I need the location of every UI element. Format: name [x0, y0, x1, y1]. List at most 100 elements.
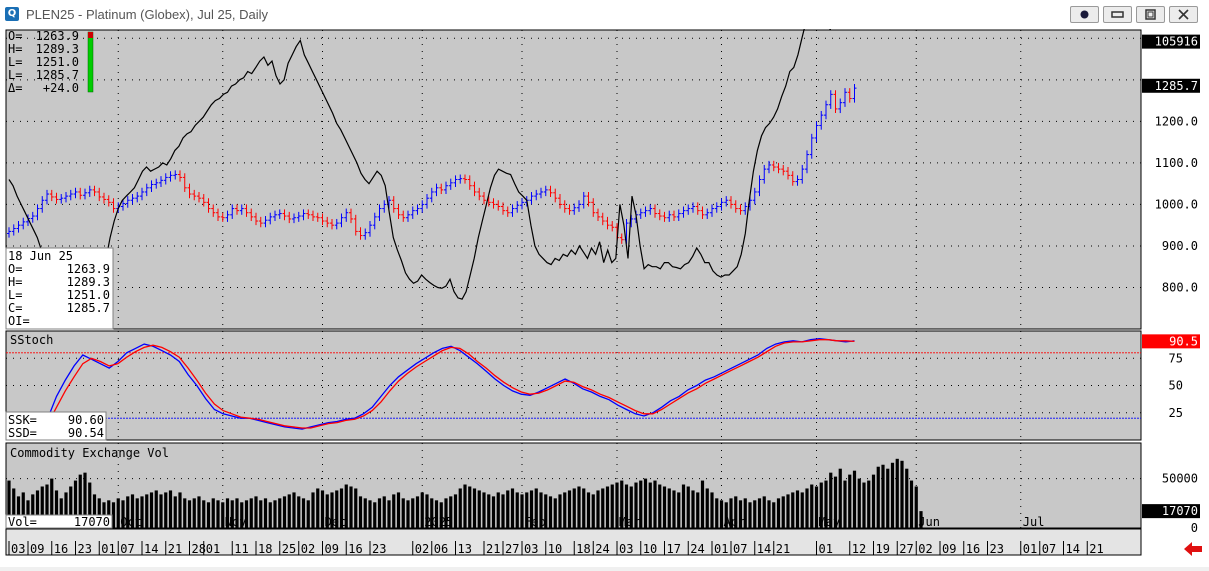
cursor-key-1: H=: [8, 275, 22, 289]
volume-bar: [791, 492, 795, 528]
volume-bar: [862, 482, 866, 528]
price-bar: [35, 204, 40, 221]
price-bar: [809, 133, 814, 159]
price-bar: [225, 210, 230, 222]
volume-bar: [45, 484, 49, 528]
ohlc-key-4: Δ=: [8, 81, 22, 95]
volume-bar: [154, 490, 158, 528]
volume-bar: [833, 476, 838, 528]
volume-bar: [843, 480, 847, 528]
volume-bar: [259, 500, 263, 528]
volume-bar: [743, 498, 747, 528]
price-bar: [401, 210, 406, 222]
day-label: 02: [415, 542, 429, 556]
day-label: 06: [434, 542, 448, 556]
price-bar: [467, 175, 472, 190]
price-bar: [410, 206, 415, 219]
volume-bars: [7, 458, 923, 528]
volume-bar: [173, 496, 177, 528]
ssk-value: 90.60: [68, 413, 104, 427]
price-bar: [263, 216, 268, 228]
volume-bar: [287, 494, 291, 528]
volume-bar: [672, 490, 676, 528]
volume-bar: [838, 468, 842, 528]
price-bar: [391, 196, 396, 213]
volume-bar: [297, 496, 301, 528]
volume-bar: [786, 494, 790, 528]
ohlc-val-0: 1263.9: [36, 29, 79, 43]
minimize-icon[interactable]: [1103, 6, 1132, 23]
price-bar: [676, 209, 681, 222]
price-bar: [21, 217, 26, 230]
volume-bar: [553, 498, 557, 528]
volume-bar: [620, 480, 624, 528]
volume-bar: [914, 486, 918, 528]
price-bar: [767, 160, 771, 174]
price-bar: [7, 227, 11, 238]
volume-bar: [325, 494, 329, 528]
volume-bar: [810, 484, 814, 528]
price-bar: [719, 198, 724, 211]
month-label: Apr: [724, 515, 746, 529]
dot-menu-icon[interactable]: [1070, 6, 1099, 23]
price-bar: [415, 204, 420, 215]
day-label: 02: [301, 542, 315, 556]
price-bar: [667, 210, 672, 222]
price-bar: [306, 209, 311, 219]
day-label: 14: [757, 542, 771, 556]
chart-app-icon: Q: [5, 7, 19, 21]
volume-bar: [130, 494, 135, 528]
volume-bar: [857, 478, 861, 528]
volume-bar: [905, 468, 909, 528]
price-bar: [586, 191, 591, 207]
overlay-value-label: 105916: [1155, 35, 1198, 49]
price-bar: [125, 196, 130, 208]
volume-bar: [221, 502, 225, 528]
volume-bar: [753, 500, 757, 528]
restore-icon[interactable]: [1136, 6, 1165, 23]
price-bar: [762, 164, 767, 184]
volume-bar: [373, 502, 377, 528]
price-bar: [781, 164, 786, 176]
price-bar: [372, 212, 377, 230]
price-bar: [239, 204, 244, 215]
volume-bar: [667, 488, 671, 528]
price-bar: [45, 189, 49, 205]
price-bar: [605, 216, 610, 230]
price-bar: [377, 204, 382, 222]
volume-bar: [183, 498, 187, 528]
day-label: 09: [325, 542, 339, 556]
volume-bar: [50, 478, 54, 528]
price-bar: [529, 191, 534, 205]
cursor-key-2: L=: [8, 288, 22, 302]
day-label: 07: [1042, 542, 1056, 556]
volume-bar: [145, 494, 149, 528]
price-bar: [686, 204, 691, 215]
volume-bar: [738, 500, 743, 528]
volume-bar: [724, 502, 728, 528]
volume-bar: [230, 500, 234, 528]
close-icon[interactable]: [1169, 6, 1198, 23]
volume-bar: [624, 484, 629, 528]
volume-bar: [895, 458, 899, 528]
price-bar: [49, 189, 54, 202]
scroll-left-arrow-icon[interactable]: [1184, 542, 1202, 556]
volume-bar: [197, 496, 201, 528]
stoch-reference-lines: [6, 352, 1141, 419]
price-bar: [273, 210, 277, 222]
price-bar: [643, 206, 648, 217]
volume-bar: [829, 472, 833, 528]
price-bar: [520, 198, 524, 210]
price-tick-label: 900.0: [1162, 239, 1198, 253]
volume-bar: [78, 474, 82, 528]
grid: [6, 30, 1141, 528]
volume-bar: [316, 488, 320, 528]
price-bar: [249, 208, 254, 222]
day-label: 27: [899, 542, 913, 556]
window-titlebar: Q PLEN25 - Platinum (Globex), Jul 25, Da…: [0, 0, 1209, 30]
volume-bar: [639, 480, 643, 528]
price-bar: [54, 192, 59, 204]
volume-bar: [748, 502, 752, 528]
volume-bar: [629, 486, 633, 528]
volume-bar: [852, 470, 857, 528]
